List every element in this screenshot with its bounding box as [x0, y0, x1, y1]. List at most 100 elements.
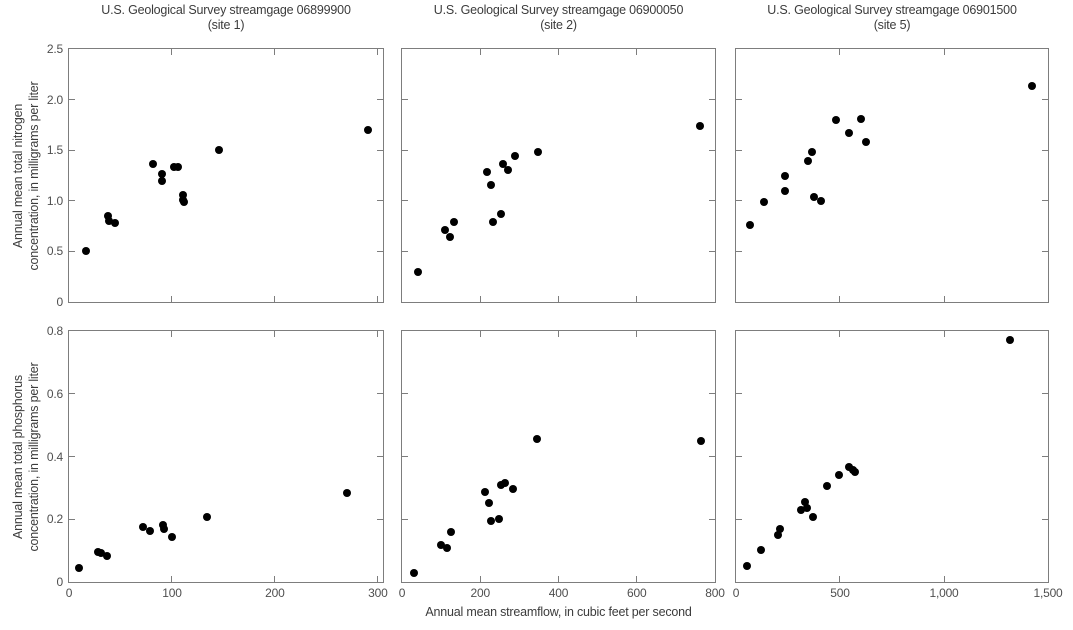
x-tick-mark [171, 331, 173, 337]
y-tick-mark [69, 200, 75, 202]
x-tick-mark [636, 331, 638, 337]
data-point [170, 163, 178, 172]
x-tick-mark [839, 296, 841, 302]
x-tick-mark [558, 49, 559, 55]
data-point [808, 512, 817, 521]
y-axis-label-phosphorus-line1: Annual mean total phosphorus [11, 375, 25, 539]
data-point [856, 114, 865, 123]
data-point [776, 525, 785, 534]
data-point [807, 148, 816, 157]
x-tick-label: 800 [705, 586, 725, 600]
x-tick-mark [479, 296, 481, 302]
data-point [139, 523, 148, 532]
data-point [756, 545, 765, 554]
data-point [82, 247, 91, 256]
y-tick-label: 1.5 [46, 143, 63, 158]
plot-title-site5: U.S. Geological Survey streamgage 069015… [735, 3, 1049, 33]
y-tick-mark [709, 393, 715, 395]
y-axis-label-nitrogen: Annual mean total nitrogen concentration… [10, 26, 42, 326]
x-tick-label: 1,000 [929, 586, 959, 600]
x-axis-label: Annual mean streamflow, in cubic feet pe… [425, 605, 692, 619]
y-tick-mark [736, 149, 742, 151]
y-tick-mark [377, 456, 383, 457]
y-axis-label-nitrogen-line2: concentration, in milligrams per liter [27, 81, 41, 271]
scatter-plot-site1-nitrogen: 0 0.5 1.0 1.5 2.0 2.5 [47, 42, 384, 309]
x-tick-mark [636, 49, 638, 55]
y-tick-mark [736, 250, 742, 252]
x-tick-mark [943, 296, 945, 302]
y-tick-mark [1042, 393, 1048, 395]
data-point [809, 192, 818, 201]
plot-title-site2-line2: (site 2) [540, 18, 577, 32]
x-tick-mark [839, 331, 841, 337]
data-point [844, 463, 853, 472]
data-point [202, 512, 211, 521]
x-tick-label: 100 [162, 586, 182, 600]
y-tick-label: 0.5 [46, 244, 63, 259]
data-point [803, 157, 812, 166]
y-tick-mark [736, 200, 742, 202]
data-point [174, 163, 183, 172]
data-point [179, 190, 188, 199]
y-tick-mark [69, 518, 75, 520]
y-tick-mark [736, 456, 742, 457]
data-point [780, 171, 789, 180]
data-point [696, 121, 705, 130]
x-tick-label: 200 [470, 586, 491, 600]
y-tick-mark [709, 99, 715, 101]
x-tick-mark [558, 296, 559, 302]
x-tick-label: 0 [732, 586, 740, 600]
data-point [532, 435, 541, 444]
x-tick-label: 1,500 [1033, 586, 1063, 600]
x-tick-mark [943, 49, 945, 55]
y-tick-mark [402, 250, 408, 252]
data-point [796, 505, 805, 514]
y-tick-mark [1042, 456, 1048, 457]
y-tick-mark [402, 518, 408, 520]
x-tick-mark [171, 49, 173, 55]
x-tick-mark [636, 576, 638, 582]
y-tick-mark [377, 149, 383, 151]
y-tick-mark [736, 393, 742, 395]
data-point [487, 517, 496, 526]
x-tick-mark [479, 331, 481, 337]
y-tick-label: 2.5 [46, 42, 63, 56]
y-tick-mark [69, 250, 75, 252]
data-point [180, 197, 189, 206]
data-point [413, 267, 422, 276]
y-axis-label-phosphorus: Annual mean total phosphorus concentrati… [10, 307, 42, 607]
y-tick-mark [1042, 250, 1048, 252]
data-point [157, 170, 166, 179]
y-tick-mark [377, 393, 383, 395]
y-tick-mark [709, 149, 715, 151]
plot-title-site5-line1: U.S. Geological Survey streamgage 069015… [767, 3, 1017, 17]
data-point [159, 524, 168, 533]
x-tick-mark [377, 576, 379, 582]
x-tick-mark [636, 296, 638, 302]
data-point [146, 527, 155, 536]
y-tick-label: 0.4 [46, 449, 63, 464]
x-tick-mark [274, 331, 276, 337]
scatter-plot-site2-phosphorus: 0 200 400 600 800 [399, 330, 725, 600]
x-tick-mark [377, 49, 379, 55]
y-tick-mark [402, 149, 408, 151]
data-point [342, 489, 351, 498]
plot-title-site2: U.S. Geological Survey streamgage 069000… [401, 3, 716, 33]
data-point [1028, 82, 1037, 91]
data-point [111, 219, 120, 228]
y-tick-label: 2.0 [46, 92, 63, 107]
y-tick-mark [69, 393, 75, 395]
x-tick-mark [943, 331, 945, 337]
data-point [96, 549, 105, 558]
x-tick-label: 500 [830, 586, 850, 600]
data-point [503, 166, 512, 175]
data-point [745, 221, 754, 230]
y-tick-mark [1042, 149, 1048, 151]
x-tick-mark [839, 49, 841, 55]
y-tick-mark [709, 456, 715, 457]
x-tick-mark [274, 576, 276, 582]
x-tick-mark [274, 296, 276, 302]
data-point [105, 217, 114, 226]
data-point [774, 531, 783, 540]
